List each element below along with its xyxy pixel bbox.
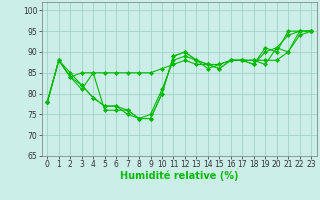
X-axis label: Humidité relative (%): Humidité relative (%) xyxy=(120,171,238,181)
